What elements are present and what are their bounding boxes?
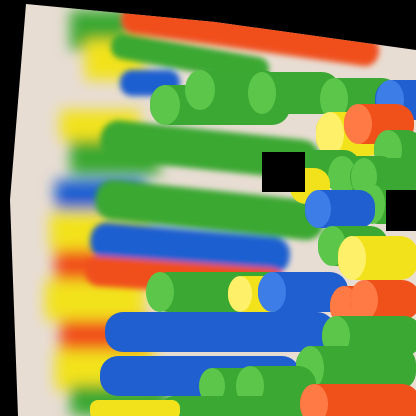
black-square bbox=[262, 152, 305, 192]
black-square bbox=[386, 190, 416, 231]
foreground-straws bbox=[90, 70, 416, 416]
